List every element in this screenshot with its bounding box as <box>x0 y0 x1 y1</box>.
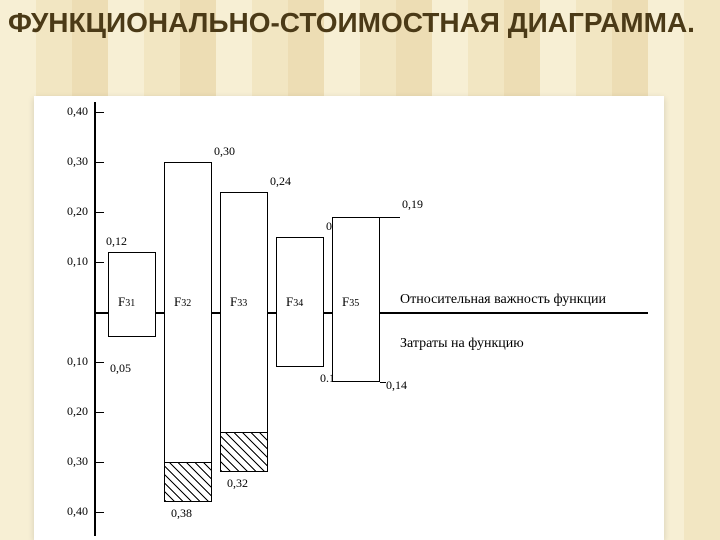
bar-lower-F31 <box>108 312 156 337</box>
y-tick-label-upper: 0,30 <box>67 154 88 169</box>
value-label-upper-F31: 0,12 <box>106 234 127 249</box>
y-tick-upper <box>94 112 104 113</box>
bar-upper-F32 <box>164 162 212 312</box>
value-label-lower-F31: 0,05 <box>110 361 131 376</box>
value-label-upper-F33: 0,24 <box>270 174 291 189</box>
category-label-F31: F31 <box>118 294 135 310</box>
chart-card: 0,40 0,30 0,20 0,10 0,10 0,20 0,30 0,40 0,12 0,… <box>34 96 664 540</box>
value-label-lower-F33: 0,32 <box>227 476 248 491</box>
y-tick-upper <box>94 262 104 263</box>
upper-axis-title: Относительная важность функции <box>400 292 606 308</box>
y-tick-upper <box>94 212 104 213</box>
y-tick-upper <box>94 162 104 163</box>
y-tick-lower <box>94 362 104 363</box>
value-label-upper-F32: 0,30 <box>214 144 235 159</box>
hatch-F32 <box>164 462 212 502</box>
slide-title: ФУНКЦИОНАЛЬНО-СТОИМОСТНАЯ ДИАГРАММА. <box>8 8 712 39</box>
bar-lower-F35 <box>332 312 380 382</box>
lower-axis-title: Затраты на функцию <box>400 336 524 352</box>
y-tick-label-lower: 0,40 <box>67 504 88 519</box>
y-tick-lower <box>94 462 104 463</box>
y-tick-label-upper: 0,20 <box>67 204 88 219</box>
category-label-F32: F32 <box>174 294 191 310</box>
value-label-lower-F35: 0,14 <box>386 378 407 393</box>
y-tick-label-upper: 0,40 <box>67 104 88 119</box>
y-tick-label-lower: 0,10 <box>67 354 88 369</box>
y-tick-lower <box>94 512 104 513</box>
y-axis <box>94 102 96 536</box>
y-tick-label-lower: 0,30 <box>67 454 88 469</box>
y-tick-label-lower: 0,20 <box>67 404 88 419</box>
value-label-lower-F32: 0,38 <box>171 506 192 521</box>
bar-lower-F34 <box>276 312 324 367</box>
category-label-F34: F34 <box>286 294 303 310</box>
value-label-upper-F35: 0,19 <box>402 197 423 212</box>
y-tick-label-upper: 0,10 <box>67 254 88 269</box>
y-tick-lower <box>94 412 104 413</box>
category-label-F33: F33 <box>230 294 247 310</box>
leader-line <box>380 217 400 218</box>
hatch-F33 <box>220 432 268 472</box>
category-label-F35: F35 <box>342 294 359 310</box>
